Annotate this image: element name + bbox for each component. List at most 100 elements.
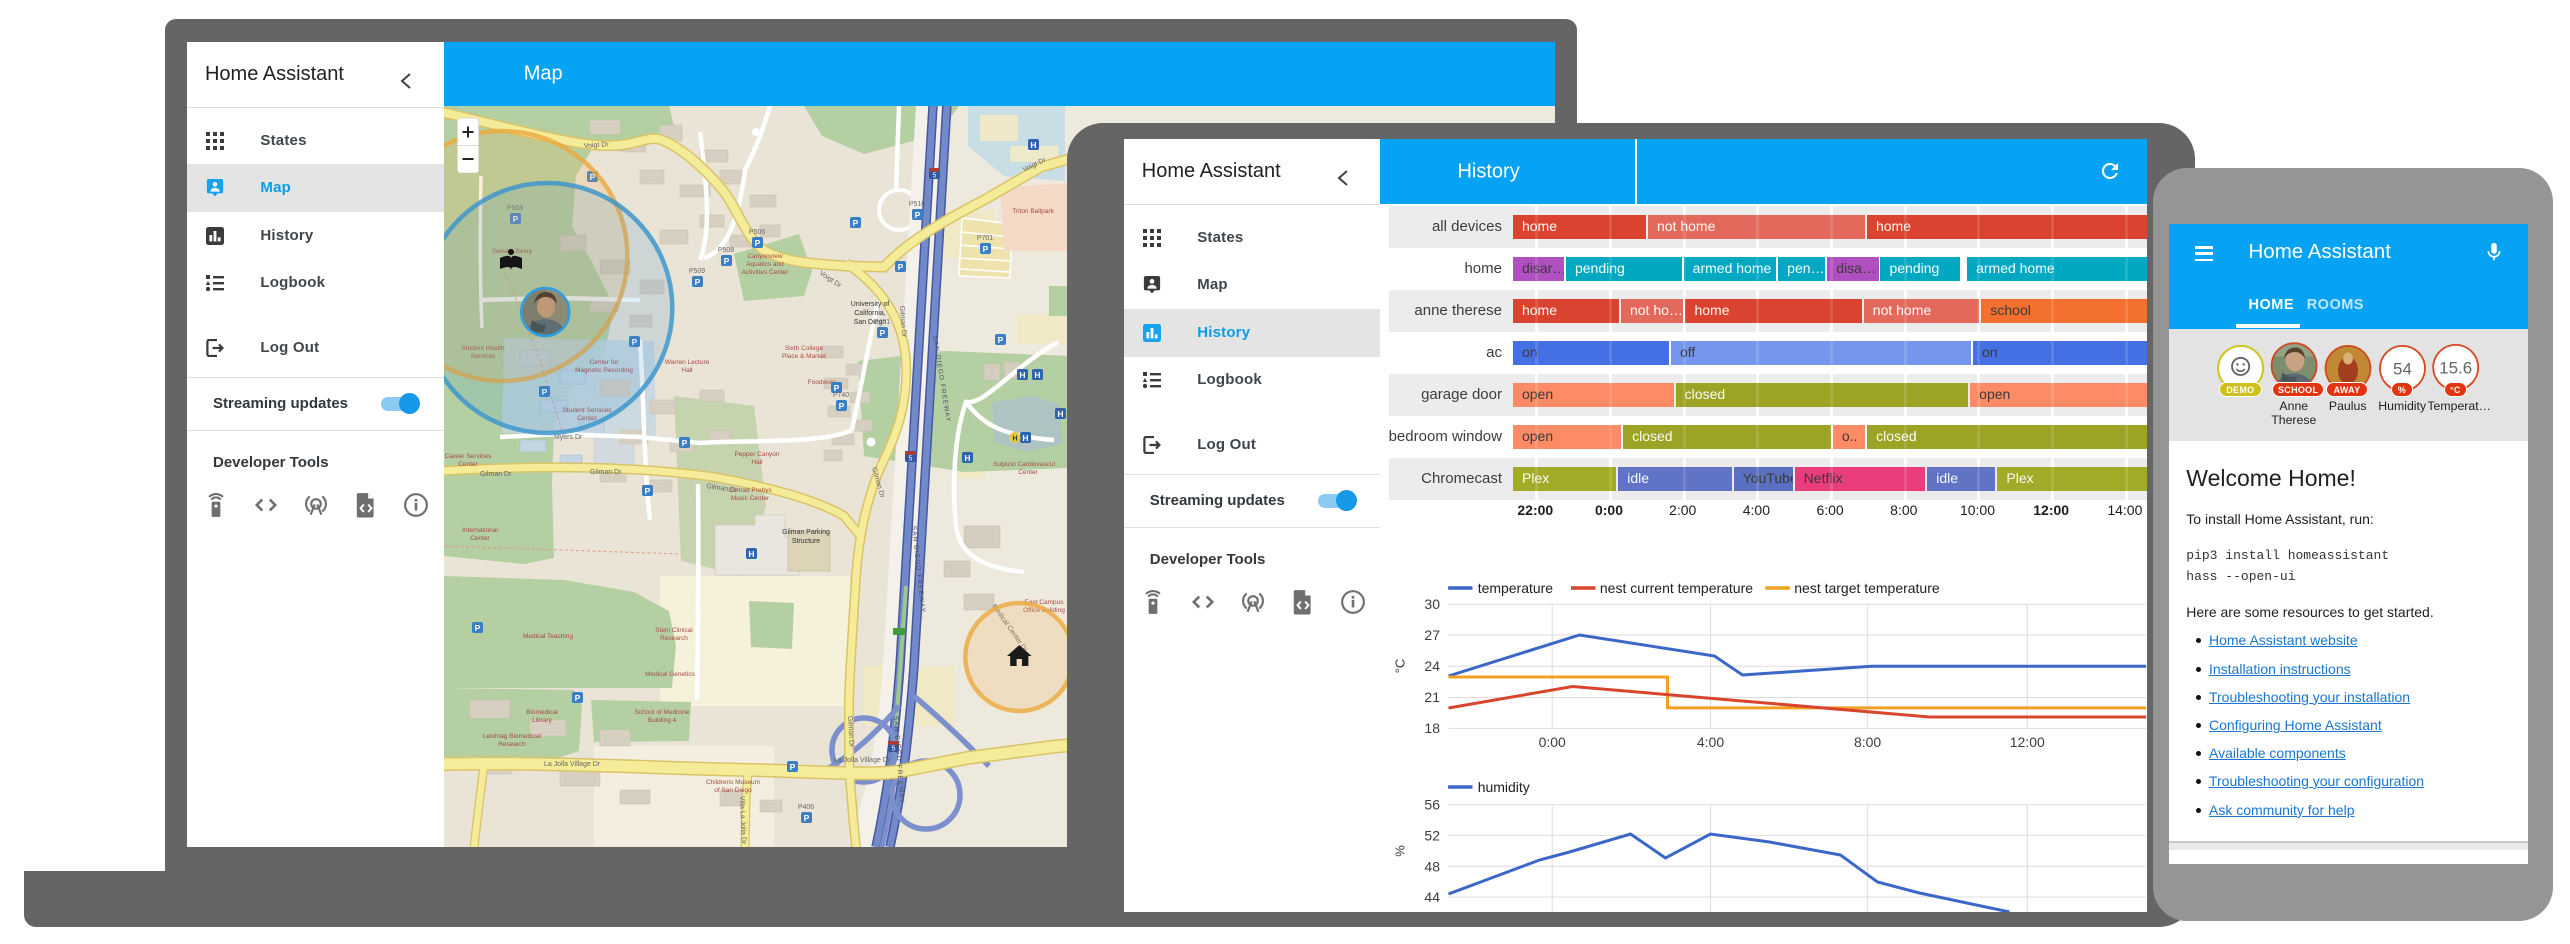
svg-text:54: 54	[2393, 359, 2412, 378]
svg-text:Hall: Hall	[751, 459, 762, 466]
svg-text:8:00: 8:00	[1854, 734, 1881, 750]
svg-text:Research: Research	[660, 635, 688, 642]
svg-text:Activities Center: Activities Center	[741, 269, 789, 276]
svg-text:San Diego: San Diego	[853, 319, 886, 326]
svg-text:21: 21	[1425, 689, 1441, 705]
svg-text:Center: Center	[470, 535, 490, 542]
svg-text:Career Services: Career Services	[444, 453, 491, 460]
svg-text:Voigt Dr: Voigt Dr	[583, 141, 609, 150]
svg-text:12:00: 12:00	[2010, 734, 2045, 750]
svg-text:School of Medicine: School of Medicine	[634, 709, 689, 716]
svg-text:P: P	[512, 214, 518, 224]
svg-text:H: H	[964, 453, 970, 463]
svg-text:24: 24	[1425, 658, 1441, 674]
svg-text:Foodworx: Foodworx	[807, 379, 836, 386]
svg-text:H: H	[748, 549, 754, 559]
svg-text:Research: Research	[498, 741, 526, 748]
svg-text:Triton Ballpark: Triton Ballpark	[1012, 208, 1054, 215]
svg-text:University of: University of	[850, 301, 888, 308]
svg-text:5: 5	[908, 455, 912, 462]
svg-text:%: %	[1393, 845, 1408, 857]
svg-text:H: H	[1034, 370, 1040, 380]
svg-text:La Jolla Village Dr: La Jolla Village Dr	[544, 761, 601, 768]
svg-text:P503: P503	[507, 205, 523, 212]
svg-text:48: 48	[1425, 858, 1441, 874]
svg-text:Center for: Center for	[589, 359, 619, 366]
svg-text:P: P	[681, 438, 687, 448]
svg-text:P401: P401	[874, 319, 890, 326]
svg-text:Gilman Dr: Gilman Dr	[480, 471, 512, 478]
svg-text:California,: California,	[854, 310, 886, 317]
svg-text:temperature: temperature	[1478, 580, 1554, 596]
svg-text:Center: Center	[1018, 469, 1038, 476]
svg-text:Voigt Dr: Voigt Dr	[818, 270, 843, 290]
svg-text:P506: P506	[749, 229, 765, 236]
svg-text:P: P	[879, 328, 885, 338]
svg-text:Conrad Prebys: Conrad Prebys	[728, 487, 772, 494]
svg-text:Building 4: Building 4	[647, 717, 676, 724]
svg-text:P: P	[833, 383, 839, 393]
svg-text:nest target temperature: nest target temperature	[1795, 580, 1941, 596]
svg-text:56: 56	[1425, 797, 1441, 813]
svg-text:27: 27	[1425, 627, 1441, 643]
svg-text:Gilman Parking: Gilman Parking	[782, 529, 830, 536]
svg-text:Childrens Museum: Childrens Museum	[706, 779, 760, 786]
svg-text:Magnetic Recording: Magnetic Recording	[575, 367, 633, 374]
svg-text:P: P	[982, 244, 988, 254]
svg-text:H: H	[1019, 370, 1025, 380]
svg-text:Medical Genetics: Medical Genetics	[645, 671, 695, 678]
svg-text:Structure: Structure	[792, 538, 820, 545]
svg-text:Services: Services	[470, 353, 496, 360]
svg-text:30: 30	[1425, 596, 1441, 612]
svg-text:5: 5	[891, 745, 895, 752]
svg-text:P: P	[644, 486, 650, 496]
svg-text:5: 5	[932, 172, 936, 179]
svg-text:P701: P701	[977, 235, 993, 242]
svg-text:P: P	[754, 238, 760, 248]
svg-text:Center: Center	[458, 461, 478, 468]
svg-text:P740: P740	[833, 392, 849, 399]
svg-text:4:00: 4:00	[1697, 734, 1724, 750]
svg-text:P: P	[474, 623, 480, 633]
svg-text:P509: P509	[689, 268, 705, 275]
svg-text:Gilman Dr: Gilman Dr	[705, 483, 738, 494]
svg-text:P: P	[914, 210, 920, 220]
svg-text:La Jolla Village Dr: La Jolla Village Dr	[834, 757, 891, 764]
svg-text:H: H	[1030, 140, 1036, 150]
svg-text:44: 44	[1425, 889, 1441, 905]
svg-text:P: P	[631, 337, 637, 347]
svg-text:Leichtag Biomedical: Leichtag Biomedical	[483, 733, 541, 740]
svg-text:15.6: 15.6	[2439, 358, 2472, 377]
svg-text:P: P	[997, 335, 1003, 345]
svg-text:Medical Teaching: Medical Teaching	[523, 633, 573, 640]
svg-text:H: H	[1022, 433, 1028, 443]
svg-text:P: P	[574, 693, 580, 703]
svg-text:52: 52	[1425, 827, 1441, 843]
svg-text:Hall: Hall	[681, 367, 692, 374]
svg-text:18: 18	[1425, 720, 1441, 736]
svg-text:P: P	[838, 401, 844, 411]
svg-text:P: P	[541, 387, 547, 397]
svg-text:P: P	[852, 218, 858, 228]
svg-text:Student Health: Student Health	[461, 345, 504, 352]
svg-text:International: International	[462, 527, 498, 534]
svg-text:Canyonview: Canyonview	[747, 253, 783, 260]
svg-text:of San Diego: of San Diego	[714, 787, 752, 794]
svg-text:Gilman Dr: Gilman Dr	[590, 469, 622, 476]
svg-text:P: P	[694, 277, 700, 287]
svg-text:Gilman Dr: Gilman Dr	[846, 716, 855, 748]
svg-text:Warren Lecture: Warren Lecture	[664, 359, 709, 366]
svg-text:humidity: humidity	[1478, 779, 1530, 795]
svg-text:Music Center: Music Center	[731, 495, 770, 502]
svg-text:P: P	[803, 813, 809, 823]
svg-text:Place & Market: Place & Market	[782, 353, 826, 360]
svg-text:H: H	[1012, 436, 1017, 443]
svg-text:P: P	[723, 256, 729, 266]
svg-text:Sulpizio Cardiovascul: Sulpizio Cardiovascul	[993, 461, 1055, 468]
svg-text:Myers Dr: Myers Dr	[554, 434, 583, 441]
svg-text:H: H	[1057, 409, 1063, 419]
svg-text:Aquatics and: Aquatics and	[746, 261, 784, 268]
svg-text:Villa La Jolla Dr: Villa La Jolla Dr	[738, 796, 747, 845]
svg-text:P406: P406	[798, 804, 814, 811]
svg-text:Stein Clinical: Stein Clinical	[655, 627, 692, 634]
